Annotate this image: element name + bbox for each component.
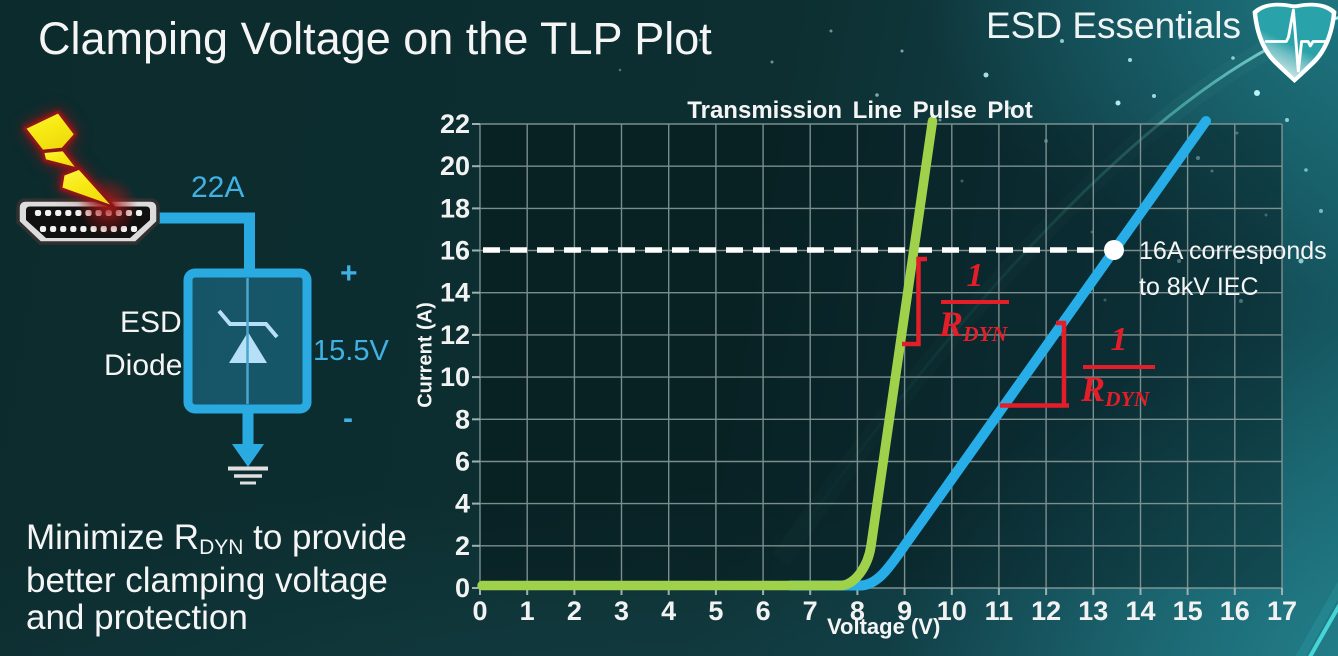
- svg-text:22: 22: [440, 109, 470, 139]
- svg-text:4: 4: [661, 596, 676, 626]
- svg-text:6: 6: [455, 447, 470, 477]
- svg-text:17: 17: [1267, 596, 1297, 626]
- svg-text:7: 7: [803, 596, 818, 626]
- svg-text:16: 16: [440, 236, 470, 266]
- svg-text:20: 20: [440, 151, 470, 181]
- svg-text:6: 6: [756, 596, 771, 626]
- svg-text:10: 10: [440, 362, 470, 392]
- svg-text:2: 2: [567, 596, 582, 626]
- svg-text:2: 2: [455, 531, 470, 561]
- svg-text:14: 14: [440, 278, 470, 308]
- svg-text:9: 9: [897, 596, 912, 626]
- svg-text:13: 13: [1078, 596, 1108, 626]
- svg-text:15: 15: [1173, 596, 1203, 626]
- svg-text:5: 5: [708, 596, 723, 626]
- svg-text:0: 0: [472, 596, 487, 626]
- svg-text:1: 1: [520, 596, 535, 626]
- svg-text:12: 12: [1031, 596, 1061, 626]
- svg-text:3: 3: [614, 596, 629, 626]
- svg-text:18: 18: [440, 193, 470, 223]
- svg-text:10: 10: [937, 596, 967, 626]
- svg-text:14: 14: [1125, 596, 1155, 626]
- svg-text:0: 0: [455, 573, 470, 603]
- svg-text:4: 4: [455, 489, 470, 519]
- svg-text:8: 8: [455, 404, 470, 434]
- svg-text:16: 16: [1220, 596, 1250, 626]
- svg-text:12: 12: [440, 320, 470, 350]
- svg-text:11: 11: [985, 596, 1014, 626]
- svg-text:8: 8: [850, 596, 865, 626]
